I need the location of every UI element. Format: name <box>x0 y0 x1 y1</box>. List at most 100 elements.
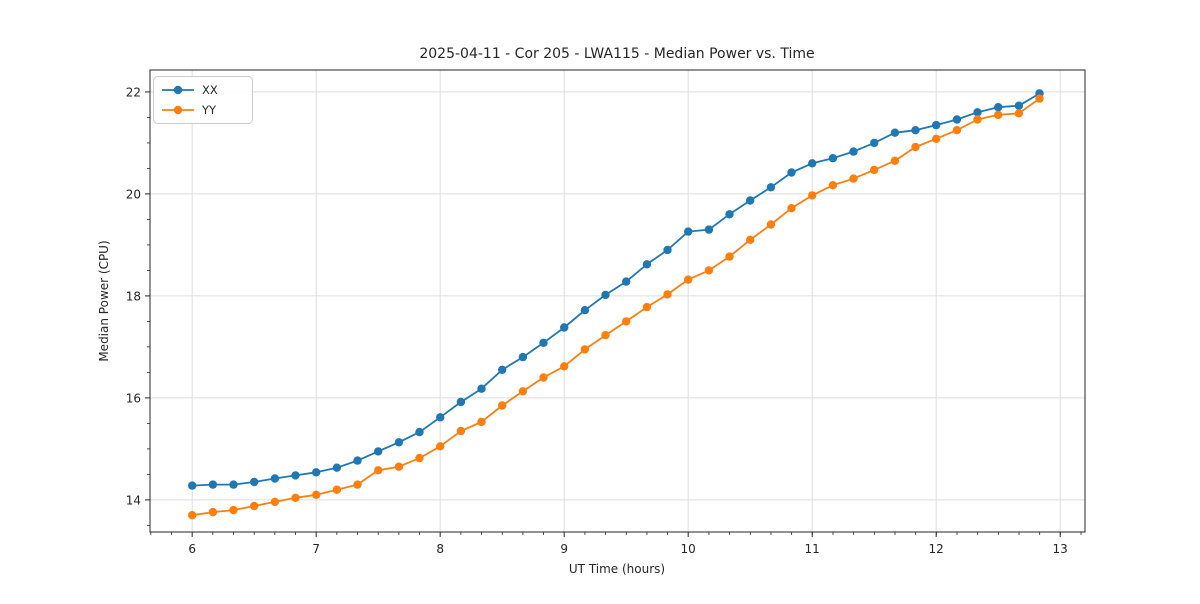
data-point-yy <box>456 426 466 436</box>
data-point-yy <box>539 373 548 382</box>
data-point-yy <box>498 401 507 410</box>
data-point-yy <box>890 156 900 165</box>
data-point-yy <box>849 174 858 183</box>
data-point-yy <box>208 507 218 517</box>
data-point-yy <box>580 345 590 354</box>
data-point-xx <box>952 115 962 124</box>
x-axis-label: UT Time (hours) <box>569 562 665 576</box>
data-point-yy <box>622 317 631 326</box>
x-tick-label: 12 <box>929 542 944 556</box>
data-point-xx <box>456 397 466 407</box>
data-point-xx <box>436 413 445 422</box>
data-point-yy <box>1035 94 1044 103</box>
data-point-xx <box>704 225 714 234</box>
y-tick-label: 22 <box>126 85 141 99</box>
series-line-xx <box>191 92 1041 487</box>
legend-label-yy: YY <box>201 103 217 117</box>
data-point-xx <box>250 477 259 487</box>
data-point-yy <box>828 181 838 190</box>
data-point-yy <box>684 275 693 284</box>
data-point-xx <box>746 196 755 205</box>
plot-border <box>149 69 1086 533</box>
data-point-yy <box>436 442 445 451</box>
data-point-xx <box>890 128 900 137</box>
data-point-xx <box>932 120 941 130</box>
data-point-xx <box>808 159 817 168</box>
data-point-xx <box>870 138 879 148</box>
data-point-xx <box>270 474 280 483</box>
data-point-xx <box>828 154 838 163</box>
legend-label-xx: XX <box>202 83 218 97</box>
y-tick-label: 16 <box>126 391 141 405</box>
data-point-yy <box>250 501 259 511</box>
data-point-xx <box>601 290 610 300</box>
data-point-xx <box>415 427 424 437</box>
legend: XX YY <box>153 76 253 124</box>
data-point-xx <box>787 168 796 177</box>
data-point-yy <box>932 134 941 143</box>
chart-title: 2025-04-11 - Cor 205 - LWA115 - Median P… <box>419 46 814 62</box>
x-tick-label: 7 <box>312 542 320 556</box>
x-tick-label: 11 <box>805 542 820 556</box>
data-point-xx <box>663 245 672 255</box>
data-point-yy <box>1014 109 1024 118</box>
data-point-xx <box>994 103 1003 112</box>
data-point-xx <box>518 352 528 362</box>
data-point-yy <box>353 480 362 489</box>
data-point-xx <box>394 438 404 447</box>
x-tick-label: 10 <box>681 542 696 556</box>
tick-labels: 6 7 8 9 10 11 12 13 14 16 18 20 22 <box>126 85 1068 556</box>
x-tick-label: 8 <box>436 542 444 556</box>
data-point-xx <box>188 481 197 490</box>
data-point-xx <box>229 480 238 489</box>
data-point-yy <box>766 220 776 229</box>
data-point-yy <box>601 331 610 340</box>
data-point-yy <box>663 290 672 299</box>
data-point-xx <box>353 456 362 465</box>
data-point-xx <box>332 463 342 472</box>
x-tick-label: 9 <box>560 542 568 556</box>
data-point-yy <box>188 511 197 520</box>
data-point-yy <box>415 453 424 463</box>
data-point-yy <box>332 485 342 494</box>
data-point-yy <box>291 493 300 502</box>
data-point-xx <box>1014 101 1024 110</box>
data-point-yy <box>808 191 817 200</box>
data-point-yy <box>518 387 528 396</box>
y-tick-label: 18 <box>126 289 141 303</box>
data-point-yy <box>374 466 383 475</box>
data-point-yy <box>477 417 486 427</box>
data-point-xx <box>642 260 652 269</box>
legend-marker-xx <box>173 85 183 95</box>
data-point-yy <box>746 235 755 244</box>
data-point-yy <box>973 115 982 124</box>
data-point-yy <box>394 462 404 471</box>
data-point-yy <box>560 362 569 371</box>
data-point-xx <box>539 338 548 347</box>
data-point-xx <box>580 306 590 315</box>
data-point-xx <box>477 384 486 393</box>
data-point-xx <box>973 108 982 117</box>
data-point-xx <box>208 480 218 489</box>
data-point-yy <box>870 165 879 175</box>
data-point-yy <box>952 126 962 135</box>
data-point-yy <box>704 266 714 275</box>
data-point-yy <box>312 490 321 499</box>
data-series <box>188 89 1044 520</box>
data-point-xx <box>374 447 383 456</box>
grid-lines <box>150 70 1085 532</box>
x-tick-label: 13 <box>1053 542 1068 556</box>
data-point-yy <box>787 204 796 213</box>
data-point-xx <box>622 277 631 286</box>
y-tick-label: 20 <box>126 187 141 201</box>
data-point-xx <box>312 468 321 477</box>
y-tick-label: 14 <box>126 493 141 507</box>
data-point-yy <box>725 252 734 261</box>
data-point-xx <box>725 210 734 219</box>
data-point-xx <box>498 365 507 374</box>
data-point-xx <box>911 126 920 135</box>
legend-marker-yy <box>173 105 183 115</box>
series-line-yy <box>191 97 1041 517</box>
